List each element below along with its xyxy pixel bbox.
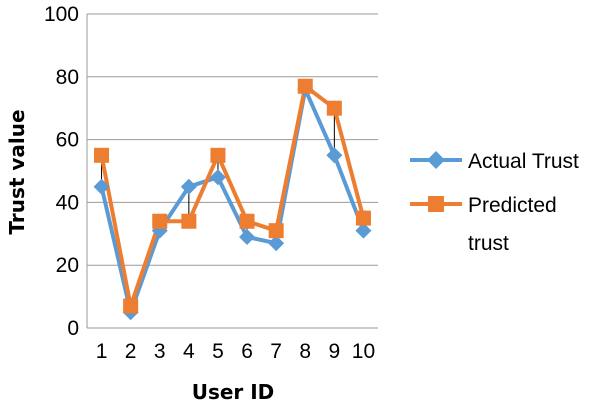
legend-item-actual: Actual Trust [410, 150, 579, 173]
data-point-predicted [181, 213, 197, 229]
data-point-actual [93, 178, 110, 195]
x-tick-labels: 1 2 3 4 5 6 7 8 9 10 [96, 340, 375, 363]
series-line-predicted [99, 84, 366, 309]
y-tick-labels: 0 20 40 60 80 100 [44, 3, 79, 340]
data-point-actual [326, 147, 343, 164]
data-point-actual [268, 235, 285, 252]
legend-marker-predicted [428, 196, 444, 212]
data-point-actual [209, 169, 226, 186]
data-point-predicted [355, 210, 371, 226]
data-point-predicted [94, 147, 110, 163]
x-tick-label: 6 [241, 340, 253, 363]
y-tick-label: 20 [56, 254, 79, 277]
y-tick-label: 40 [56, 191, 79, 214]
x-tick-label: 5 [212, 340, 224, 363]
data-point-actual [355, 222, 372, 239]
series-line-actual [99, 87, 366, 315]
gridlines [86, 13, 378, 329]
legend-item-predicted: Predicted trust [410, 194, 557, 255]
x-axis-title: User ID [192, 380, 275, 404]
x-tick-label: 3 [154, 340, 166, 363]
data-point-predicted [268, 223, 284, 239]
legend-label-predicted-line2: trust [468, 232, 509, 255]
y-axis-title: Trust value [5, 109, 29, 234]
data-point-actual [239, 228, 256, 245]
legend-label-actual: Actual Trust [468, 150, 579, 173]
data-point-predicted [123, 298, 139, 314]
data-point-predicted [326, 100, 342, 116]
data-point-actual [180, 178, 197, 195]
legend: Actual Trust Predicted trust [410, 150, 579, 255]
x-tick-label: 2 [125, 340, 137, 363]
data-point-predicted [152, 213, 168, 229]
data-point-predicted [239, 213, 255, 229]
series-markers [93, 78, 372, 321]
legend-marker-actual [427, 151, 445, 169]
y-tick-label: 0 [67, 317, 79, 340]
x-tick-label: 9 [329, 340, 341, 363]
legend-label-predicted: Predicted [468, 194, 557, 217]
x-tick-label: 7 [270, 340, 282, 363]
data-point-predicted [210, 147, 226, 163]
x-tick-label: 8 [299, 340, 311, 363]
y-tick-label: 80 [56, 66, 79, 89]
y-tick-label: 100 [44, 3, 79, 26]
x-tick-label: 1 [96, 340, 108, 363]
x-tick-label: 10 [352, 340, 375, 363]
data-point-predicted [297, 78, 313, 94]
series-lines [99, 84, 366, 315]
y-tick-label: 60 [56, 129, 79, 152]
x-tick-label: 4 [183, 340, 195, 363]
